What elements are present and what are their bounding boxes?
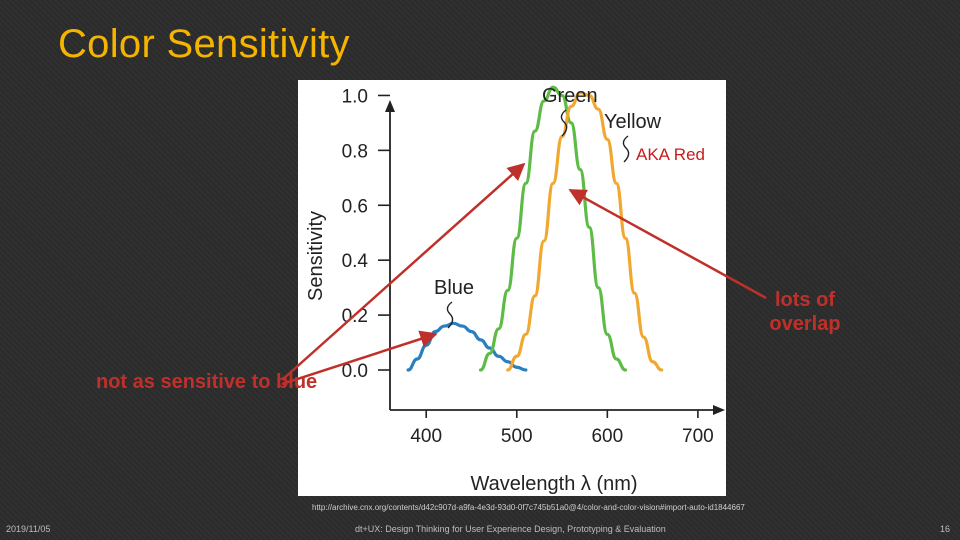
y-tick-label: 0.0 (342, 361, 368, 382)
not-as-sensitive-note: not as sensitive to blue (96, 371, 318, 393)
y-tick-label: 0.6 (342, 196, 368, 217)
y-tick-label: 0.4 (342, 251, 369, 272)
aka-red-note: AKA Red (636, 145, 705, 164)
yellow-label: Yellow (604, 111, 662, 133)
slide-title: Color Sensitivity (58, 22, 350, 66)
yellow-label-pointer (622, 135, 630, 163)
lots-of-overlap-note: lots of overlap (769, 289, 841, 335)
blue-sensitivity-curve (406, 321, 528, 372)
x-axis-title: Wavelength λ (nm) (470, 473, 637, 495)
sensitivity-figure: 0.0 0.2 0.4 0.6 0.8 1.0 400 500 600 700 Sensitiv… (298, 80, 726, 496)
green-label-pointer (560, 109, 568, 137)
x-tick-label: 400 (410, 426, 442, 447)
x-tick-label: 500 (501, 426, 533, 447)
x-tick-label: 700 (682, 426, 714, 447)
footer-text: dt+UX: Design Thinking for User Experien… (355, 524, 666, 534)
green-label: Green (542, 85, 598, 107)
y-axis-title: Sensitivity (305, 211, 327, 301)
yellow-sensitivity-curve (506, 91, 664, 372)
x-axis-arrowhead (713, 405, 725, 415)
y-tick-label: 0.2 (342, 306, 368, 327)
source-url: http://archive.cnx.org/contents/d42c907d… (312, 503, 745, 512)
x-tick-label: 600 (591, 426, 623, 447)
y-axis-arrowhead (385, 100, 395, 112)
page-number: 16 (939, 524, 950, 534)
sensitivity-chart: 0.0 0.2 0.4 0.6 0.8 1.0 400 500 600 700 Sensitiv… (305, 85, 725, 495)
footer-date: 2019/11/05 (6, 524, 51, 534)
blue-label: Blue (434, 277, 474, 299)
y-tick-label: 1.0 (342, 86, 368, 107)
y-tick-label: 0.8 (342, 141, 368, 162)
